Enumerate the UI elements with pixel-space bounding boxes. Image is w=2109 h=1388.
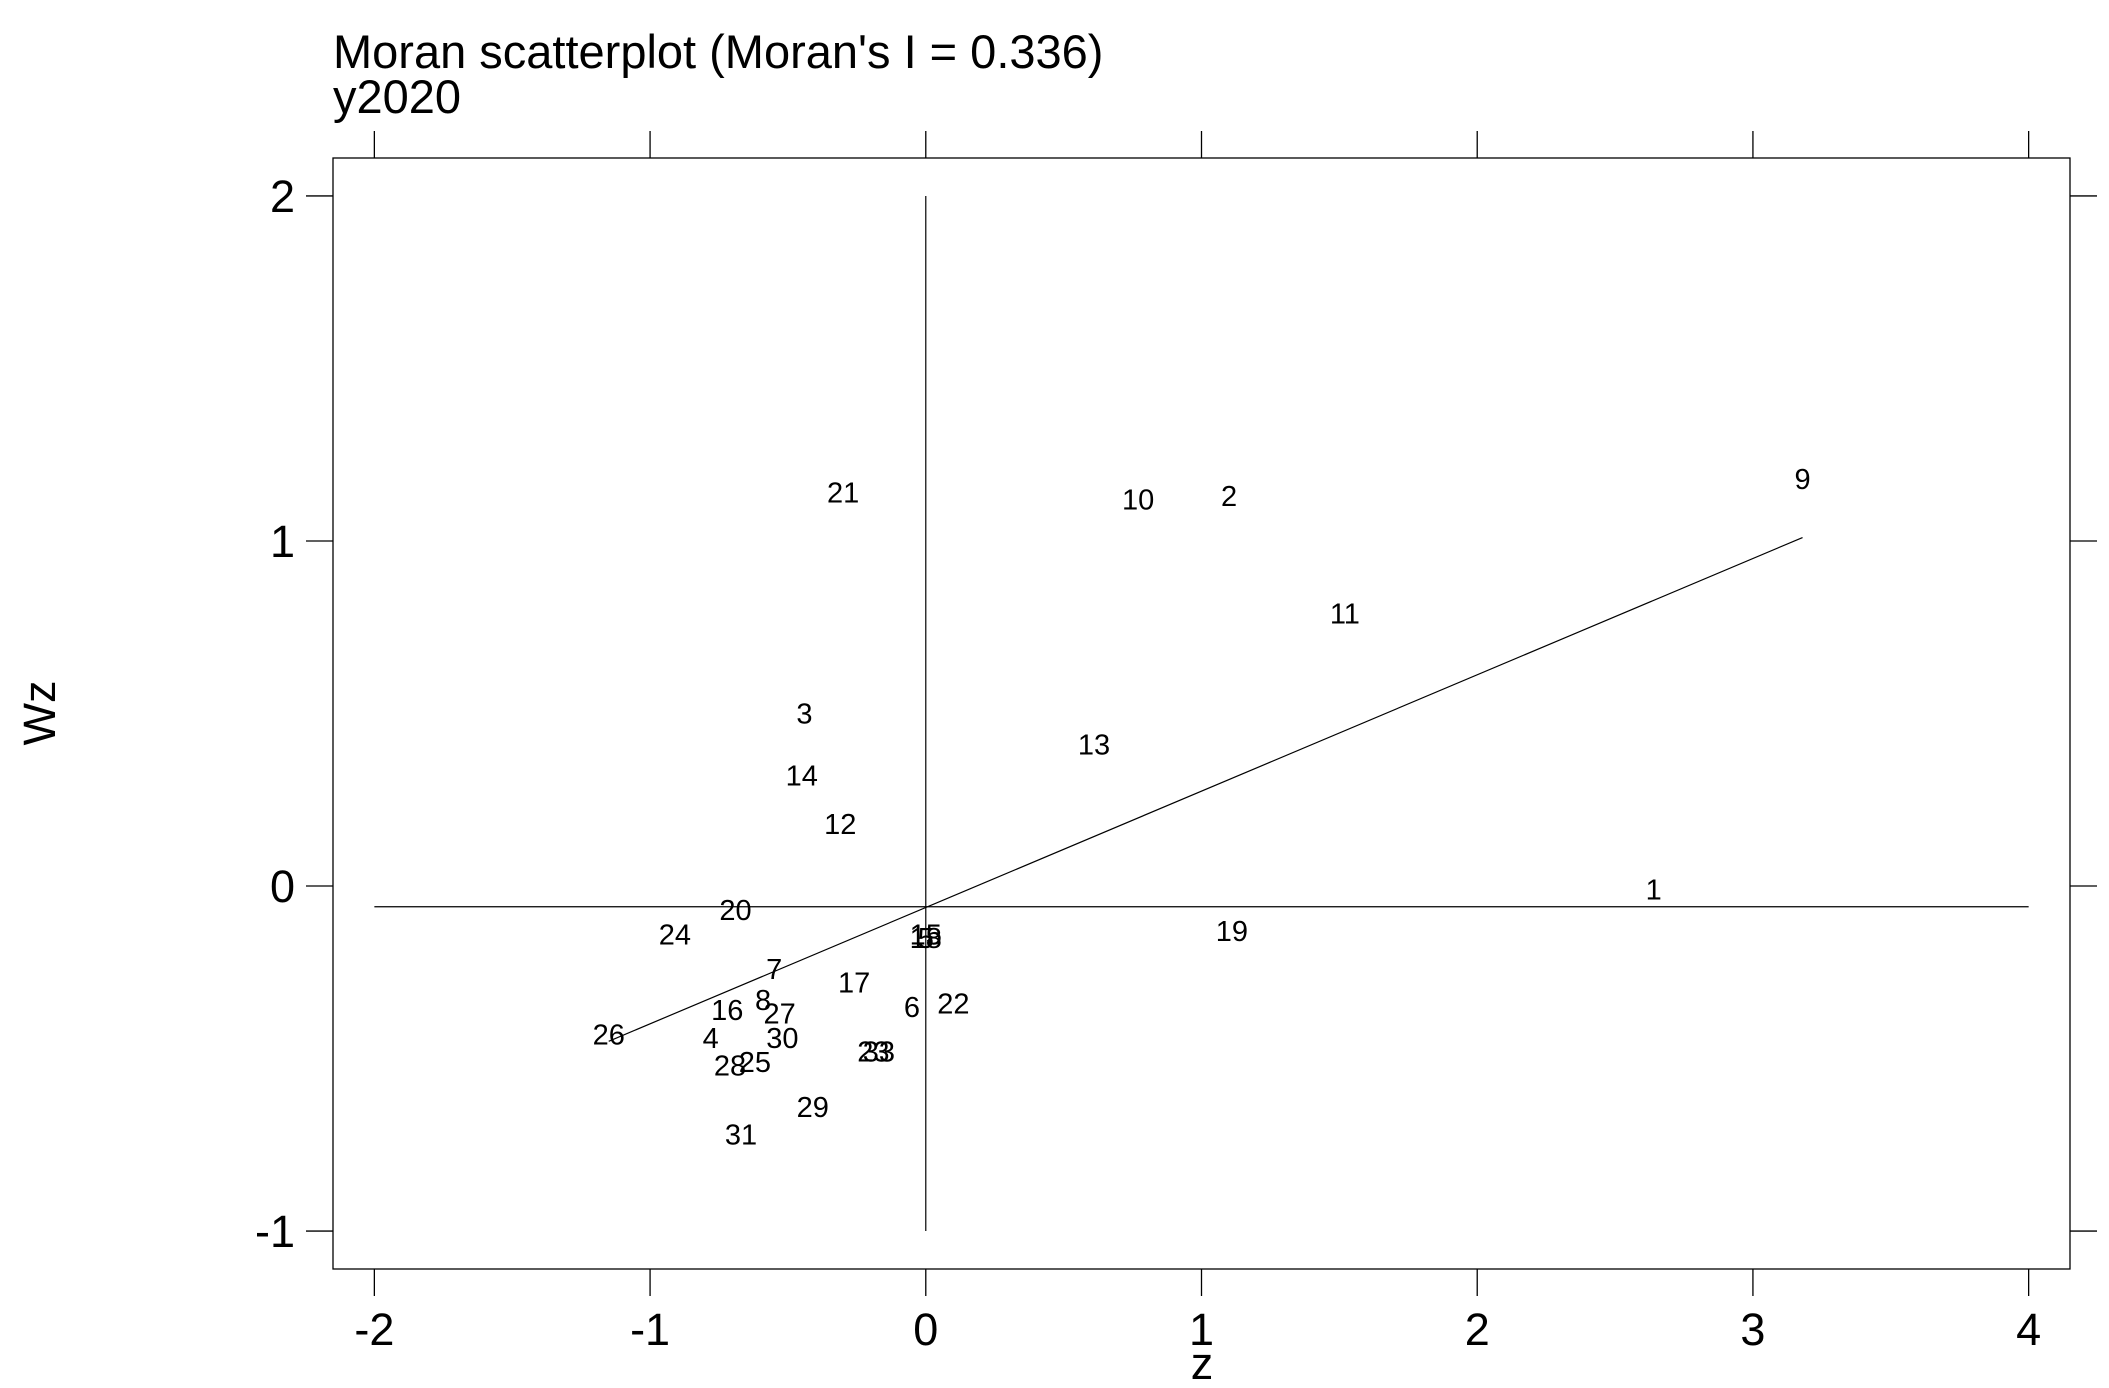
x-tick-label: 0 xyxy=(913,1304,938,1355)
point-label-1: 1 xyxy=(1646,874,1662,906)
x-tick-label: -2 xyxy=(354,1304,394,1355)
plot-frame xyxy=(332,157,2071,1270)
y-tick-label: -1 xyxy=(255,1206,295,1257)
point-label-28: 28 xyxy=(714,1050,746,1082)
point-label-29: 29 xyxy=(797,1092,829,1124)
y-axis-label: Wz xyxy=(14,681,65,746)
y-tick-label: 2 xyxy=(270,171,295,222)
point-label-21: 21 xyxy=(827,478,859,510)
point-label-15: 15 xyxy=(910,919,942,951)
point-label-19: 19 xyxy=(1216,916,1248,948)
x-tick-label: 4 xyxy=(2016,1304,2041,1355)
x-axis-label: z xyxy=(1191,1338,1214,1388)
point-label-10: 10 xyxy=(1122,485,1154,517)
point-label-2: 2 xyxy=(1221,481,1237,513)
point-label-25: 25 xyxy=(739,1047,771,1079)
point-label-5: 5 xyxy=(918,923,934,955)
reference-lines xyxy=(374,195,2029,1232)
x-tick-label: -1 xyxy=(630,1304,670,1355)
point-label-27: 27 xyxy=(764,999,796,1031)
point-label-17: 17 xyxy=(838,968,870,1000)
point-label-16: 16 xyxy=(711,995,743,1027)
point-label-22: 22 xyxy=(937,988,969,1020)
point-label-30: 30 xyxy=(766,1023,798,1055)
point-label-13: 13 xyxy=(1078,730,1110,762)
x-axis-ticks: -2 -1 0 1 2 3 4 xyxy=(354,131,2041,1355)
y-tick-label: 0 xyxy=(270,861,295,912)
y-tick-label: 1 xyxy=(270,516,295,567)
point-label-11: 11 xyxy=(1330,598,1360,630)
point-label-14: 14 xyxy=(786,761,818,793)
point-label-6: 6 xyxy=(904,992,920,1024)
point-label-23: 23 xyxy=(857,1037,889,1069)
point-label-26: 26 xyxy=(593,1019,625,1051)
point-label-8: 8 xyxy=(755,985,771,1017)
fit-line-group xyxy=(608,536,1803,1042)
point-label-33: 33 xyxy=(863,1037,895,1069)
chart-title: Moran scatterplot (Moran's I = 0.336) xyxy=(333,25,1103,78)
x-tick-label: 3 xyxy=(1740,1304,1765,1355)
x-tick-label: 2 xyxy=(1465,1304,1490,1355)
point-label-31: 31 xyxy=(725,1119,757,1151)
point-label-9: 9 xyxy=(1794,464,1810,496)
point-label-7: 7 xyxy=(766,954,782,986)
x-tick-label: 1 xyxy=(1189,1304,1214,1355)
point-label-20: 20 xyxy=(719,895,751,927)
point-label-4: 4 xyxy=(703,1023,719,1055)
chart-subtitle: y2020 xyxy=(333,70,461,123)
point-label-18: 18 xyxy=(910,923,942,955)
point-label-24: 24 xyxy=(659,919,691,951)
point-label-3: 3 xyxy=(796,699,812,731)
point-label-12: 12 xyxy=(824,809,856,841)
regression-line xyxy=(608,536,1803,1042)
